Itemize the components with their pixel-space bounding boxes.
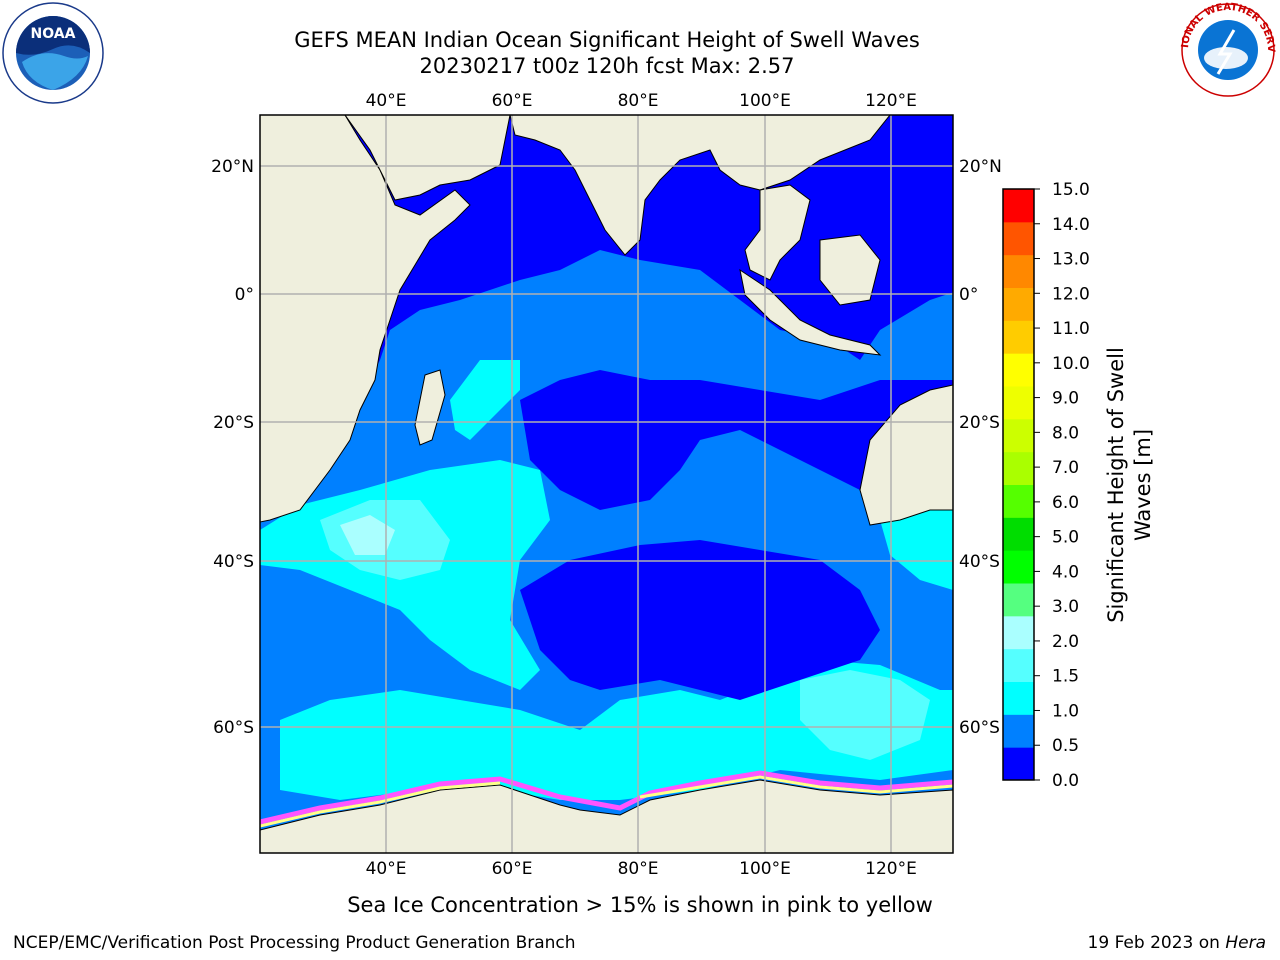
lon-label-bottom: 100°E <box>739 859 791 879</box>
land-africa <box>260 115 471 523</box>
noaa-logo-text: NOAA <box>31 26 76 42</box>
colorbar-tick-label: 10.0 <box>1052 354 1090 374</box>
colorbar-bin <box>1003 254 1034 288</box>
colorbar-tick-label: 7.0 <box>1052 458 1079 478</box>
colorbar <box>1003 189 1034 781</box>
lon-label-bottom: 120°E <box>865 859 917 879</box>
colorbar-bin <box>1003 287 1034 321</box>
colorbar-tick-label: 2.0 <box>1052 632 1079 652</box>
colorbar-tick-label: 9.0 <box>1052 389 1079 409</box>
lat-label-right: 20°S <box>959 413 1000 433</box>
colorbar-tick-label: 5.0 <box>1052 528 1079 548</box>
lon-label-top: 80°E <box>618 91 659 111</box>
map-frame <box>259 114 954 854</box>
colorbar-tick-label: 0.0 <box>1052 771 1079 791</box>
gridlines <box>260 115 953 853</box>
nws-logo: NATIONAL WEATHER SERVICE <box>1176 2 1276 97</box>
colorbar-bin <box>1003 714 1034 748</box>
lon-labels-top: 40°E 60°E 80°E 100°E 120°E <box>366 91 917 111</box>
lat-label-left: 60°S <box>213 718 254 738</box>
colorbar-tick-label: 6.0 <box>1052 493 1079 513</box>
lat-label-left: 40°S <box>213 552 254 572</box>
lat-labels-left: 20°N 0° 20°S 40°S 60°S <box>211 157 254 738</box>
lat-label-left: 20°N <box>211 157 254 177</box>
land-madagascar <box>414 369 446 446</box>
lon-label-top: 120°E <box>865 91 917 111</box>
lon-label-top: 60°E <box>492 91 533 111</box>
colorbar-tick-label: 3.0 <box>1052 597 1079 617</box>
colorbar-tick-label: 4.0 <box>1052 562 1079 582</box>
land-sumatra-java <box>739 268 882 356</box>
colorbar-bin <box>1003 418 1034 453</box>
colorbar-bin <box>1003 451 1034 485</box>
calm-region-central <box>520 370 953 510</box>
colorbar-bin <box>1003 747 1034 781</box>
colorbar-bin <box>1003 583 1034 617</box>
colorbar-bin <box>1003 221 1034 256</box>
sea-ice-edge-inner <box>260 775 953 828</box>
sea-ice-note: Sea Ice Concentration > 15% is shown in … <box>347 893 933 917</box>
map-area <box>260 115 953 853</box>
colorbar-bin <box>1003 484 1034 518</box>
colorbar-bin <box>1003 353 1034 387</box>
lat-label-right: 40°S <box>959 552 1000 572</box>
noaa-logo: NOAA <box>2 2 104 104</box>
colorbar-tick-label: 13.0 <box>1052 250 1090 270</box>
colorbar-tick-label: 0.5 <box>1052 736 1079 756</box>
colorbar-bin <box>1003 517 1034 551</box>
lon-labels-bottom: 40°E 60°E 80°E 100°E 120°E <box>366 859 917 879</box>
lon-label-bottom: 80°E <box>618 859 659 879</box>
colorbar-bin <box>1003 615 1034 650</box>
swell-region-lightest-west <box>340 515 395 555</box>
generation-date: 19 Feb 2023 on Hera <box>1088 933 1266 953</box>
colorbar-tick-label: 8.0 <box>1052 423 1079 443</box>
land-indochina-malaysia <box>744 184 811 281</box>
land-borneo <box>819 234 881 306</box>
lon-label-top: 40°E <box>366 91 407 111</box>
swell-region-cyan-south <box>280 660 953 800</box>
lon-label-bottom: 60°E <box>492 859 533 879</box>
lon-label-top: 100°E <box>739 91 791 111</box>
colorbar-ticks: 15.0 14.0 13.0 12.0 11.0 10.0 9.0 8.0 7.0 6.0 5.0 4… <box>1034 180 1090 791</box>
colorbar-bin <box>1003 550 1034 584</box>
land-australia <box>859 384 953 526</box>
lat-label-right: 60°S <box>959 718 1000 738</box>
chart-title: GEFS MEAN Indian Ocean Significant Heigh… <box>294 28 920 52</box>
lat-label-left: 0° <box>235 285 254 305</box>
colorbar-tick-label: 12.0 <box>1052 284 1090 304</box>
colorbar-bin <box>1003 648 1034 682</box>
colorbar-tick-label: 11.0 <box>1052 319 1090 339</box>
generation-date-text: 19 Feb 2023 on <box>1087 933 1226 953</box>
colorbar-tick-label: 1.0 <box>1052 701 1079 721</box>
colorbar-tick-label: 1.5 <box>1052 667 1079 687</box>
lon-label-bottom: 40°E <box>366 859 407 879</box>
colorbar-bin <box>1003 681 1034 715</box>
system-name: Hera <box>1225 933 1266 953</box>
swell-region-cyan-east <box>880 510 953 590</box>
lat-label-left: 20°S <box>213 413 254 433</box>
colorbar-label-units: Waves [m] <box>1131 429 1155 541</box>
colorbar-bin <box>1003 189 1034 223</box>
colorbar-label: Significant Height of Swell <box>1104 347 1128 623</box>
calm-region-southcentral <box>520 540 880 700</box>
colorbar-frame <box>1002 188 1035 781</box>
producer-credit: NCEP/EMC/Verification Post Processing Pr… <box>13 933 576 953</box>
sea-ice-edge <box>260 770 953 825</box>
chart-subtitle: 20230217 t00z 120h fcst Max: 2.57 <box>419 54 795 78</box>
lat-label-right: 0° <box>959 285 978 305</box>
colorbar-tick-label: 14.0 <box>1052 215 1090 235</box>
swell-region-light-south <box>800 670 930 760</box>
land-antarctica <box>260 779 953 853</box>
colorbar-bin <box>1003 386 1034 420</box>
lat-label-right: 20°N <box>959 157 1002 177</box>
lat-labels-right: 20°N 0° 20°S 40°S 60°S <box>959 157 1002 738</box>
colorbar-bin <box>1003 320 1034 354</box>
colorbar-tick-label: 15.0 <box>1052 180 1090 200</box>
swell-region-cyan-mozambique <box>450 360 520 440</box>
